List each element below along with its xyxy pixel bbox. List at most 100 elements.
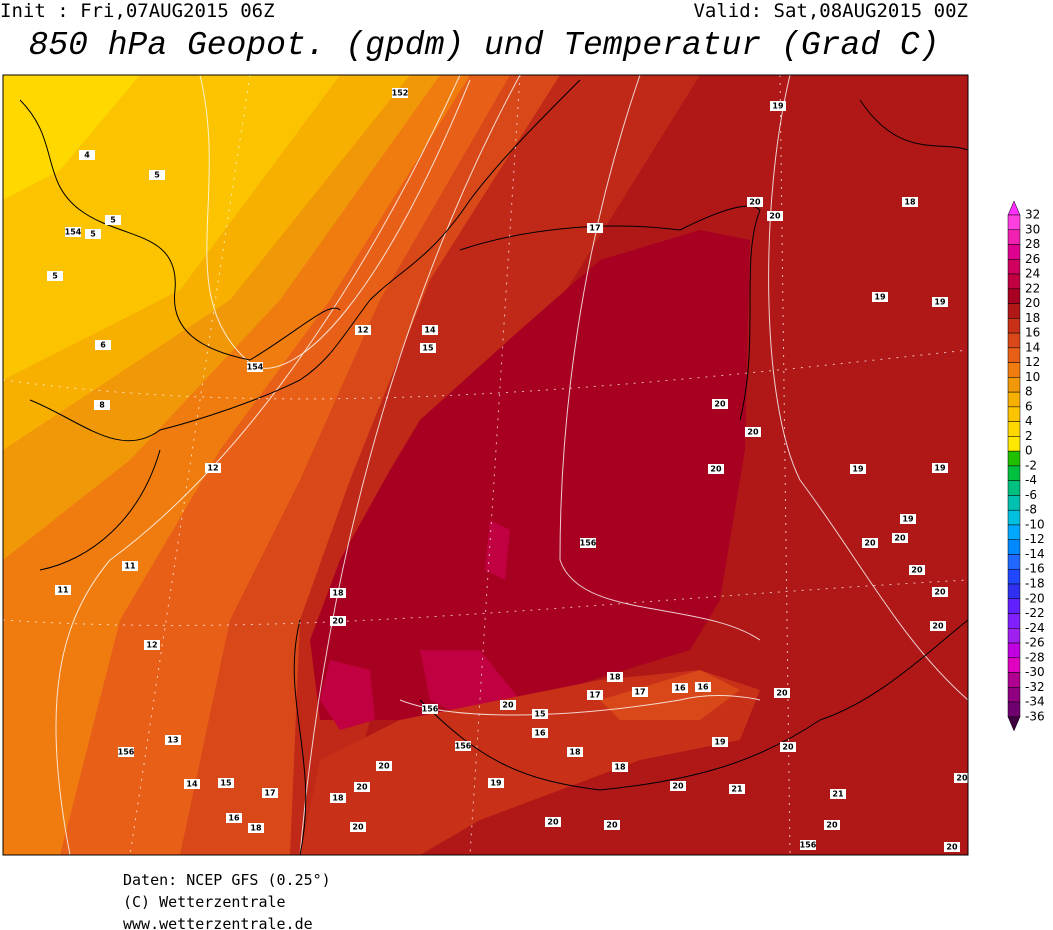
contour-label-box xyxy=(330,588,346,598)
contour-label-box xyxy=(747,197,763,207)
contour-label: 156 xyxy=(422,705,439,714)
contour-label-box xyxy=(149,170,165,180)
contour-label: 15 xyxy=(220,779,232,788)
contour-label-box xyxy=(532,728,548,738)
contour-label-box xyxy=(774,688,790,698)
contour-label: 5 xyxy=(90,230,96,239)
contour-label: 20 xyxy=(826,821,838,830)
colorbar-swatch xyxy=(1007,642,1021,659)
init-time: Init : Fri,07AUG2015 06Z xyxy=(0,0,275,22)
contour-label: 156 xyxy=(455,742,472,751)
contour-label-box xyxy=(455,741,471,751)
contour-label: 20 xyxy=(776,689,788,698)
contour-label: 152 xyxy=(392,89,409,98)
contour-label-box xyxy=(118,747,134,757)
colorbar-label: -20 xyxy=(1025,591,1045,605)
contour-label: 20 xyxy=(710,465,722,474)
colorbar-swatch xyxy=(1007,273,1021,290)
contour-label: 20 xyxy=(672,782,684,791)
contour-label-box xyxy=(165,735,181,745)
colorbar-label: -28 xyxy=(1025,650,1045,664)
colorbar-swatch xyxy=(1007,495,1021,511)
contour-label: 156 xyxy=(800,841,817,850)
contour-label: 18 xyxy=(904,198,916,207)
contour-label-box xyxy=(247,362,263,372)
contour-label-box xyxy=(580,538,596,548)
contour-label-box xyxy=(708,464,724,474)
contour-label: 20 xyxy=(864,539,876,548)
colorbar-swatch xyxy=(1007,391,1021,408)
contour-label-box xyxy=(824,820,840,830)
contour-label-box xyxy=(954,773,968,783)
contour-label-box xyxy=(226,813,242,823)
contour-label: 8 xyxy=(99,401,105,410)
contour-label-box xyxy=(745,427,761,437)
colorbar-label: -12 xyxy=(1025,532,1045,546)
colorbar-label: -34 xyxy=(1025,695,1045,709)
contour-label-box xyxy=(488,778,504,788)
contour-label: 20 xyxy=(894,534,906,543)
contour-label: 11 xyxy=(57,586,69,595)
colorbar-label: -26 xyxy=(1025,636,1045,650)
contour-label: 14 xyxy=(424,326,436,335)
contour-label-box xyxy=(420,343,436,353)
contour-label-box xyxy=(144,640,160,650)
contour-label: 17 xyxy=(634,688,645,697)
contour-label: 20 xyxy=(356,783,368,792)
contour-label: 17 xyxy=(589,691,600,700)
colorbar-label: 20 xyxy=(1025,296,1040,310)
colorbar-swatch xyxy=(1007,421,1021,437)
contour-label-box xyxy=(607,672,623,682)
contour-label: 20 xyxy=(911,566,923,575)
contour-label-box xyxy=(604,820,620,830)
contour-label-box xyxy=(712,399,728,409)
colorbar-swatch xyxy=(1007,524,1021,540)
contour-label: 19 xyxy=(934,298,946,307)
colorbar-label: 10 xyxy=(1025,370,1040,384)
contour-label: 20 xyxy=(956,774,968,783)
contour-label-box xyxy=(262,788,278,798)
contour-label: 5 xyxy=(110,216,116,225)
contour-label-box xyxy=(105,215,121,225)
contour-label-box xyxy=(729,784,745,794)
colorbar-label: 18 xyxy=(1025,311,1040,325)
contour-label-box xyxy=(392,88,408,98)
contour-label: 12 xyxy=(207,464,218,473)
contour-label-box xyxy=(205,463,221,473)
contour-label-box xyxy=(862,538,878,548)
contour-label: 20 xyxy=(769,212,781,221)
footer-url: www.wetterzentrale.de xyxy=(123,915,313,930)
contour-label-box xyxy=(55,585,71,595)
colorbar-swatch xyxy=(1007,377,1021,393)
contour-label-box xyxy=(85,229,101,239)
contour-label-box xyxy=(892,533,908,543)
contour-label: 17 xyxy=(264,789,275,798)
contour-label-box xyxy=(767,211,783,221)
contour-label-box xyxy=(830,789,846,799)
contour-label-box xyxy=(330,793,346,803)
colorbar-label: 22 xyxy=(1025,281,1040,295)
map-frame xyxy=(2,74,969,856)
colorbar-swatch xyxy=(1007,259,1021,275)
contour-label: 20 xyxy=(332,617,344,626)
colorbar-label: -18 xyxy=(1025,577,1045,591)
colorbar-swatch xyxy=(1007,687,1021,703)
contour-label: 156 xyxy=(580,539,597,548)
contour-label-box xyxy=(587,223,603,233)
contour-label: 154 xyxy=(65,228,82,237)
contour-label: 16 xyxy=(697,683,709,692)
valid-time: Valid: Sat,08AUG2015 00Z xyxy=(693,0,968,22)
colorbar-swatch xyxy=(1007,332,1021,349)
contour-label: 6 xyxy=(100,341,106,350)
contour-label: 16 xyxy=(228,814,240,823)
contour-label-box xyxy=(94,400,110,410)
colorbar-swatch xyxy=(1007,244,1021,260)
contour-label-box xyxy=(350,822,366,832)
colorbar-label: 24 xyxy=(1025,267,1040,281)
colorbar-label: -24 xyxy=(1025,621,1045,635)
contour-label: 20 xyxy=(714,400,726,409)
map-area: 152 154 154 4 5 5 5 5 6 8 12 11 11 12 13 156 14 15 16 17 18 1… xyxy=(3,75,968,855)
contour-label-box xyxy=(872,292,888,302)
contour-label-box xyxy=(672,683,688,693)
